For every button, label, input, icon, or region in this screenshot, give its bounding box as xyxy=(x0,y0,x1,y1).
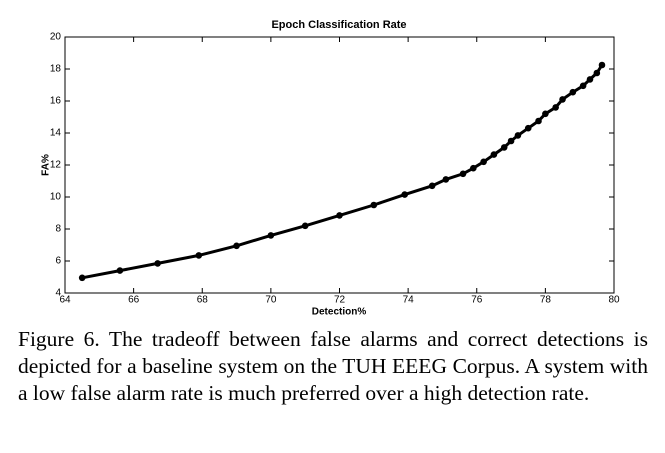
x-tick-label: 74 xyxy=(403,295,415,306)
data-point xyxy=(500,144,508,151)
data-point xyxy=(370,201,378,209)
data-point xyxy=(428,182,436,190)
data-line xyxy=(81,64,604,280)
y-axis-label: FA% xyxy=(41,154,52,176)
x-tick-label: 70 xyxy=(265,295,277,306)
y-tick-label: 6 xyxy=(55,256,61,267)
data-point xyxy=(301,222,309,230)
data-point xyxy=(154,260,161,267)
data-point xyxy=(524,124,532,132)
data-point xyxy=(267,232,275,239)
data-point xyxy=(116,267,124,274)
data-point xyxy=(514,132,522,139)
x-tick-label: 64 xyxy=(59,295,71,306)
data-point xyxy=(480,158,487,166)
data-point xyxy=(442,176,450,183)
data-point xyxy=(195,252,203,259)
data-point xyxy=(579,82,587,90)
data-point xyxy=(586,76,594,83)
data-point xyxy=(535,117,542,125)
caption: Figure 6. The tradeoff between false ala… xyxy=(18,327,648,405)
y-tick-label: 10 xyxy=(50,192,62,203)
data-point xyxy=(470,164,477,172)
data-point xyxy=(569,88,577,96)
chart-title: Epoch Classification Rate xyxy=(271,19,406,31)
data-point xyxy=(542,110,549,118)
y-tick-label: 14 xyxy=(50,128,62,139)
data-point xyxy=(507,137,515,145)
x-tick-label: 78 xyxy=(540,295,552,306)
y-tick-label: 12 xyxy=(50,160,62,171)
y-tick-label: 20 xyxy=(50,32,62,43)
y-tick-label: 18 xyxy=(50,64,62,75)
data-point xyxy=(598,61,606,69)
x-axis-label: Detection% xyxy=(312,307,367,318)
data-point xyxy=(593,69,601,77)
plot-frame xyxy=(64,36,615,294)
x-tick-label: 80 xyxy=(608,295,620,306)
data-point xyxy=(233,242,240,250)
x-tick-label: 68 xyxy=(197,295,209,306)
y-tick-label: 8 xyxy=(55,224,61,235)
x-tick-label: 72 xyxy=(334,295,346,306)
data-point xyxy=(336,212,343,219)
data-point xyxy=(459,170,467,178)
x-tick-label: 66 xyxy=(128,295,140,306)
data-point xyxy=(78,274,86,282)
y-tick-label: 4 xyxy=(55,288,61,299)
x-tick-label: 76 xyxy=(471,295,483,306)
data-point xyxy=(559,96,566,103)
data-point xyxy=(552,104,559,111)
y-tick-label: 16 xyxy=(50,96,62,107)
data-point xyxy=(490,151,498,158)
data-point xyxy=(401,191,408,198)
chart: Epoch Classification Rate Detection% FA%… xyxy=(41,19,620,318)
